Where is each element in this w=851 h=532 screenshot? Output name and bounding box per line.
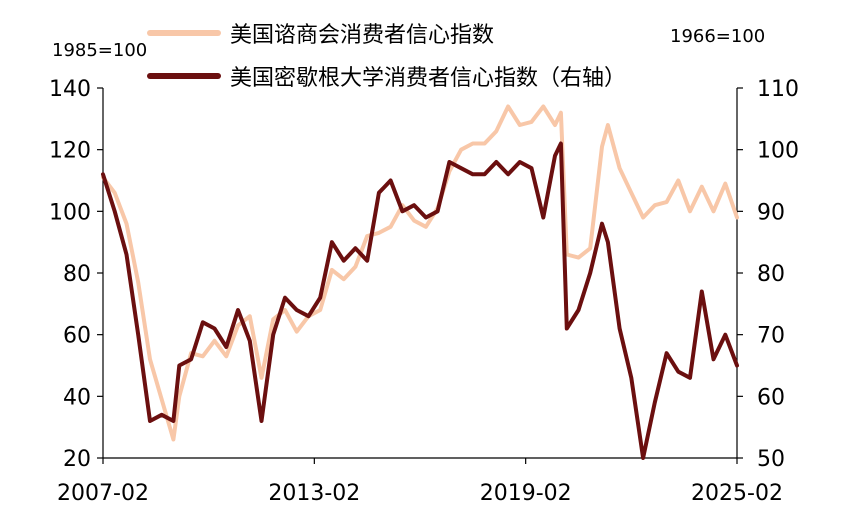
left-axis-tick-label: 40 <box>63 385 91 410</box>
legend: 美国谘商会消费者信心指数 美国密歇根大学消费者信心指数（右轴） <box>147 23 626 91</box>
left-axis-tick-label: 120 <box>49 139 91 164</box>
x-axis-tick-label: 2007-02 <box>57 481 149 506</box>
right-axis-tick-label: 60 <box>757 385 785 410</box>
x-axis-tick-label: 2019-02 <box>480 481 572 506</box>
x-axis-tick-label: 2025-02 <box>691 481 783 506</box>
series-layer <box>101 104 739 460</box>
axes: 20 40 60 80 100 120 140 50 60 70 80 90 100 110 2007-02… <box>49 77 799 506</box>
right-axis-tick-label: 80 <box>757 262 785 287</box>
right-axis-unit-label: 1966=100 <box>670 26 765 47</box>
right-axis-tick-label: 90 <box>757 200 785 225</box>
legend-label-michigan: 美国密歇根大学消费者信心指数（右轴） <box>230 66 626 91</box>
left-axis-tick-label: 140 <box>49 77 91 102</box>
right-axis-tick-label: 110 <box>757 77 799 102</box>
series-line-conference-board <box>101 104 739 442</box>
left-axis-tick-label: 100 <box>49 200 91 225</box>
right-axis-tick-label: 100 <box>757 139 799 164</box>
left-axis-tick-label: 80 <box>63 262 91 287</box>
x-axis-tick-label: 2013-02 <box>268 481 360 506</box>
left-axis-unit-label: 1985=100 <box>52 40 147 61</box>
left-axis-tick-label: 20 <box>63 447 91 472</box>
right-axis-tick-label: 70 <box>757 324 785 349</box>
left-axis-tick-label: 60 <box>63 324 91 349</box>
right-axis-tick-label: 50 <box>757 447 785 472</box>
legend-label-conference-board: 美国谘商会消费者信心指数 <box>230 23 494 48</box>
series-line-michigan <box>101 141 739 460</box>
